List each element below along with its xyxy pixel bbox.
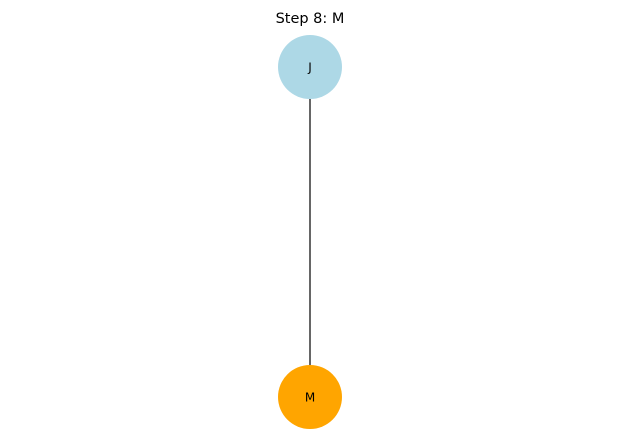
node-m-circle xyxy=(278,365,342,429)
diagram-title: Step 8: M xyxy=(276,11,345,27)
node-m-label: M xyxy=(305,391,315,405)
node-j-label: J xyxy=(307,61,312,75)
node-j: J xyxy=(278,35,342,99)
node-j-circle xyxy=(278,35,342,99)
node-m: M xyxy=(278,365,342,429)
